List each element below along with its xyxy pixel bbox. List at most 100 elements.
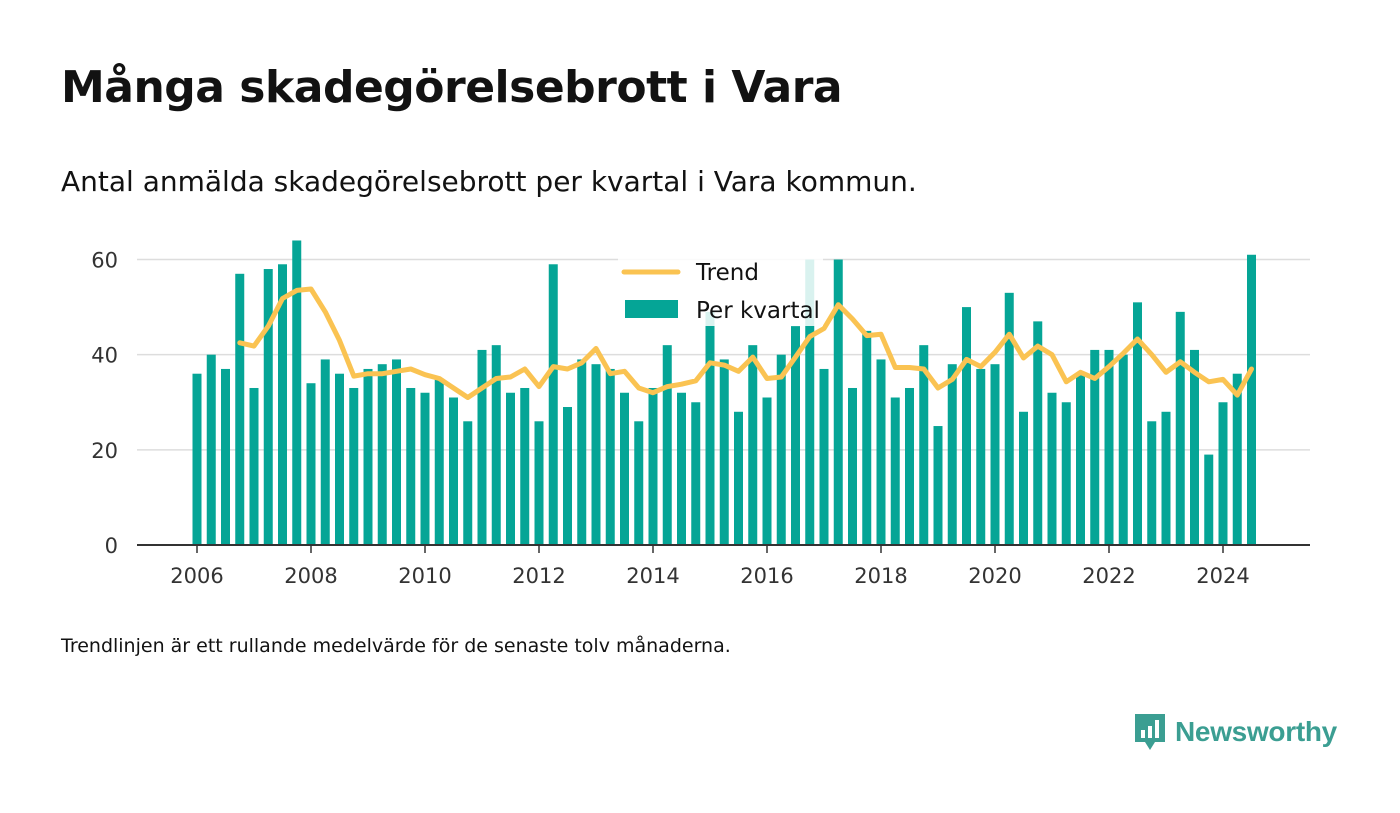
bar	[1047, 392, 1057, 545]
bar	[392, 359, 401, 545]
bar	[762, 397, 772, 545]
bar	[1118, 354, 1128, 545]
bar	[933, 426, 943, 545]
bar	[1090, 349, 1100, 545]
bar-chart: 0 20 40 60 2006 2008 2010 2012 2014 2016 2018 2020 2…	[91, 240, 1310, 588]
bar	[976, 368, 986, 545]
newsworthy-logo-icon	[1135, 714, 1165, 750]
bar	[905, 387, 914, 545]
x-tick-label: 2016	[740, 564, 793, 588]
bar	[320, 359, 330, 545]
bar	[278, 264, 287, 545]
bar	[1133, 302, 1142, 545]
x-tick-label: 2020	[968, 564, 1021, 588]
footnote: Trendlinjen är ett rullande medelvärde f…	[61, 635, 731, 657]
bar	[634, 421, 644, 545]
x-tick-label: 2008	[284, 564, 337, 588]
bar	[620, 392, 629, 545]
bar	[306, 383, 316, 545]
bar	[605, 368, 615, 545]
trend-series	[237, 286, 1254, 400]
axes: 0 20 40 60 2006 2008 2010 2012 2014 2016 2018 2020 2…	[91, 249, 1310, 588]
bar	[463, 421, 473, 545]
trend-line	[237, 286, 1254, 400]
bar	[1147, 421, 1157, 545]
bar	[776, 354, 786, 545]
bar	[406, 387, 416, 545]
bar	[962, 307, 971, 545]
chart-subtitle: Antal anmälda skadegörelsebrott per kvar…	[61, 165, 917, 198]
bar	[563, 407, 572, 545]
y-tick-label: 40	[91, 344, 118, 368]
bar	[791, 326, 800, 545]
newsworthy-logo[interactable]: Newsworthy	[1133, 712, 1337, 752]
legend-label-per-kvartal: Per kvartal	[696, 298, 820, 324]
bar	[919, 345, 929, 545]
x-tick-label: 2010	[398, 564, 451, 588]
bar	[377, 364, 387, 545]
bar	[1019, 411, 1028, 545]
bar	[192, 373, 202, 545]
bar	[520, 387, 530, 545]
y-tick-label: 60	[91, 249, 118, 273]
bar	[662, 345, 672, 545]
bar	[1061, 402, 1071, 545]
y-tick-label: 20	[91, 439, 118, 463]
bar	[819, 368, 829, 545]
bar	[1190, 349, 1199, 545]
bar	[491, 345, 501, 545]
bar	[734, 411, 743, 545]
bar	[577, 359, 587, 545]
bar	[705, 311, 715, 545]
bar	[848, 387, 857, 545]
bar-series	[192, 240, 1256, 546]
bar	[947, 364, 957, 545]
bar	[748, 345, 758, 545]
bar	[363, 368, 373, 545]
bar	[206, 354, 216, 545]
legend-bar-swatch	[625, 300, 678, 318]
bar	[292, 240, 302, 545]
x-tick-label: 2006	[170, 564, 223, 588]
bar	[434, 378, 444, 545]
chart-title: Många skadegörelsebrott i Vara	[61, 62, 843, 113]
bar	[677, 392, 686, 545]
x-tick-label: 2024	[1196, 564, 1249, 588]
bar	[1175, 311, 1185, 545]
bar	[349, 387, 359, 545]
bar	[876, 359, 886, 545]
legend: Trend Per kvartal	[618, 254, 823, 326]
bar	[548, 264, 558, 545]
bar	[833, 259, 843, 545]
x-tick-label: 2012	[512, 564, 565, 588]
bar	[648, 387, 658, 545]
bar	[1033, 321, 1043, 545]
bar	[890, 397, 900, 545]
bar	[1204, 454, 1214, 545]
bar	[805, 259, 815, 545]
bar	[591, 364, 601, 545]
bar	[1161, 411, 1171, 545]
bar	[221, 368, 230, 545]
bar	[534, 421, 544, 545]
bar	[862, 330, 872, 545]
bar	[420, 392, 430, 545]
x-tick-label: 2018	[854, 564, 907, 588]
bar	[1004, 292, 1014, 545]
x-tick-label: 2022	[1082, 564, 1135, 588]
x-tick-label: 2014	[626, 564, 679, 588]
bar	[719, 359, 729, 545]
bar	[449, 397, 458, 545]
bar	[335, 373, 344, 545]
bar	[263, 269, 273, 545]
bar	[1218, 402, 1228, 545]
bar	[477, 349, 487, 545]
bar	[990, 364, 1000, 545]
bar	[506, 392, 515, 545]
bar	[235, 273, 245, 545]
bar	[1247, 254, 1256, 546]
newsworthy-logo-text: Newsworthy	[1175, 716, 1337, 747]
bar	[1232, 373, 1242, 545]
bar	[249, 387, 259, 545]
legend-label-trend: Trend	[695, 260, 759, 286]
